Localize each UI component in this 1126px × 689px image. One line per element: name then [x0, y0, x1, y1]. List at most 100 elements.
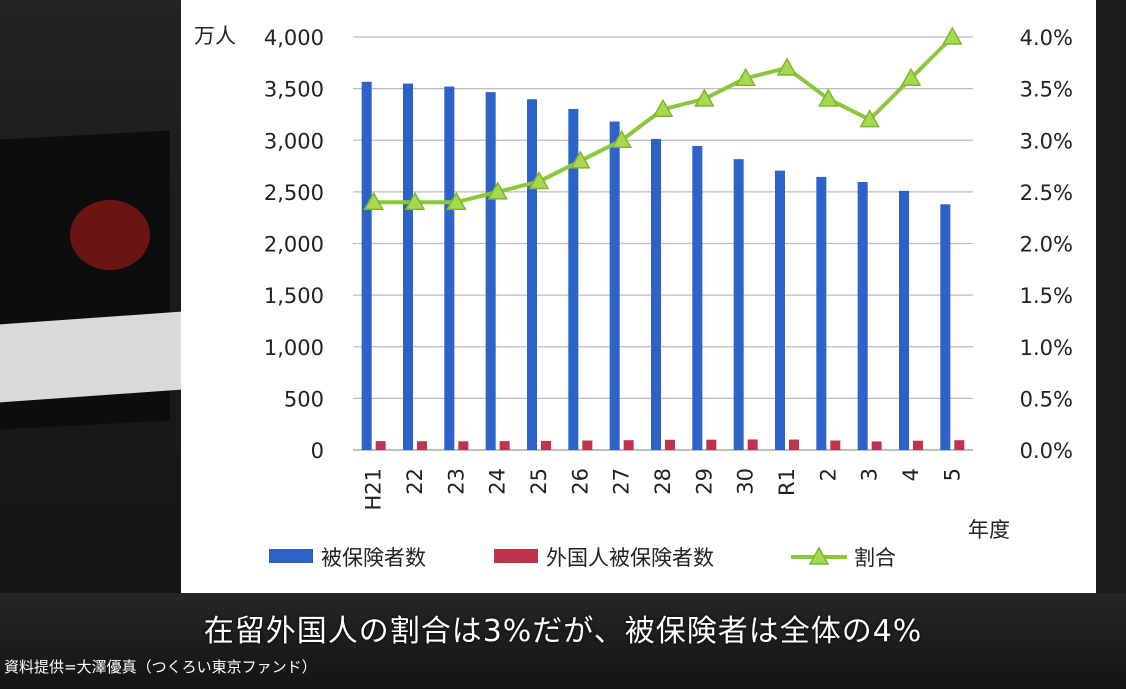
y-left-tick-label: 2,500	[264, 181, 324, 205]
bar-insured	[361, 81, 372, 451]
x-tick-label: 22	[403, 468, 427, 495]
y-right-tick-label: 4.0%	[1020, 26, 1073, 50]
ratio-marker	[611, 129, 632, 148]
bar-insured	[444, 86, 455, 450]
y-left-tick-label: 3,500	[264, 78, 324, 102]
bar-insured	[609, 121, 620, 451]
x-tick-label: 28	[651, 468, 675, 495]
bar-insured	[940, 204, 951, 450]
legend-label-insured: 被保険者数	[321, 546, 426, 570]
source-credit: 資料提供=大澤優真（つくろい東京ファンド）	[4, 658, 317, 676]
series-bars-insured	[361, 81, 951, 451]
ratio-marker	[363, 191, 384, 210]
background-banner	[0, 311, 181, 403]
y-axis-left: 0 500 1,000 1,500 2,000 2,500 3,000 3,500 4,000	[264, 26, 324, 463]
ratio-marker	[776, 57, 798, 76]
x-axis: H21 22 23 24 25 26 27 28 29 30 R1 2 3 4 5	[362, 468, 965, 511]
background-floor	[0, 593, 1126, 689]
y-right-tick-label: 3.0%	[1020, 129, 1073, 153]
bar-insured	[857, 181, 868, 450]
ratio-marker	[570, 150, 591, 169]
ratio-marker	[487, 181, 508, 200]
y-left-tick-label: 1,000	[264, 336, 324, 360]
x-tick-label: 24	[486, 468, 510, 495]
bar-foreign-insured	[789, 439, 799, 450]
bar-foreign-insured	[706, 439, 717, 450]
chart-panel: 0 500 1,000 1,500 2,000 2,500 3,000 3,500 4,000 …	[181, 0, 1096, 593]
bar-insured	[651, 138, 661, 450]
y-left-tick-label: 1,500	[264, 284, 324, 308]
x-tick-label: 23	[444, 468, 468, 495]
bar-insured	[816, 176, 827, 450]
y-right-tick-label: 2.0%	[1020, 233, 1073, 257]
bar-foreign-insured	[665, 439, 675, 450]
legend-marker-ratio	[808, 546, 830, 565]
bar-insured	[733, 159, 744, 450]
x-tick-label: R1	[775, 468, 799, 496]
x-tick-label: 2	[816, 468, 840, 481]
ratio-marker	[528, 171, 550, 190]
ratio-marker	[652, 98, 674, 118]
series-line-ratio	[363, 26, 963, 210]
bar-foreign-insured	[954, 440, 965, 450]
y-left-tick-label: 4,000	[264, 26, 324, 50]
bar-insured	[568, 108, 579, 451]
bar-insured	[692, 145, 703, 450]
y-right-tick-label: 3.5%	[1020, 78, 1073, 102]
legend-swatch-foreign-insured	[494, 549, 538, 563]
x-tick-label: 27	[610, 468, 634, 495]
ratio-marker	[735, 67, 756, 87]
y-axis-right: 0.0% 0.5% 1.0% 1.5% 2.0% 2.5% 3.0% 3.5% 4.0%	[1020, 26, 1073, 463]
bar-insured	[485, 92, 496, 450]
bar-foreign-insured	[582, 440, 593, 450]
video-subtitle: 在留外国人の割合は3%だが、被保険者は全体の4%	[203, 614, 923, 649]
bar-foreign-insured	[458, 441, 469, 450]
ratio-marker	[818, 88, 839, 107]
y-right-tick-label: 1.0%	[1020, 336, 1073, 360]
x-tick-label: 29	[692, 468, 716, 495]
x-tick-label: 3	[858, 468, 882, 481]
bar-insured	[775, 170, 785, 450]
y-axis-left-unit: 万人	[194, 24, 236, 48]
x-tick-label: H21	[362, 468, 386, 511]
legend-label-ratio: 割合	[854, 546, 896, 570]
ratio-marker	[446, 191, 467, 210]
bar-foreign-insured	[913, 440, 923, 450]
y-right-tick-label: 0.0%	[1020, 439, 1073, 463]
x-tick-label: 25	[527, 468, 551, 495]
bar-foreign-insured	[417, 441, 427, 450]
y-right-tick-label: 2.5%	[1020, 181, 1073, 205]
x-tick-label: 30	[734, 468, 758, 495]
y-left-tick-label: 2,000	[264, 233, 324, 257]
bar-foreign-insured	[541, 440, 551, 450]
bar-insured	[899, 190, 909, 450]
bar-foreign-insured	[499, 441, 510, 450]
background-sign-emblem	[70, 200, 150, 270]
x-tick-label: 26	[568, 468, 592, 495]
y-left-tick-label: 0	[311, 439, 324, 463]
bar-foreign-insured	[747, 439, 758, 450]
legend: 被保険者数 外国人被保険者数 割合	[269, 546, 896, 570]
bar-foreign-insured	[871, 441, 882, 450]
x-tick-label: 5	[940, 468, 964, 481]
bar-insured	[403, 83, 413, 451]
ratio-marker	[694, 88, 715, 107]
x-tick-label: 4	[899, 468, 923, 481]
y-right-tick-label: 1.5%	[1020, 284, 1073, 308]
combo-chart: 05001,0001,5002,0002,5003,0003,5004,000 …	[194, 24, 1073, 570]
bar-foreign-insured	[623, 440, 634, 450]
ratio-marker	[859, 109, 880, 128]
bar-foreign-insured	[375, 441, 386, 450]
ratio-marker	[404, 191, 426, 210]
ratio-marker	[900, 67, 922, 87]
legend-label-foreign-insured: 外国人被保険者数	[546, 546, 714, 570]
y-right-tick-label: 0.5%	[1020, 387, 1073, 411]
y-left-tick-label: 500	[284, 387, 324, 411]
x-axis-label: 年度	[968, 518, 1010, 542]
bar-insured	[527, 99, 537, 450]
bar-foreign-insured	[830, 440, 841, 450]
y-left-tick-label: 3,000	[264, 129, 324, 153]
legend-swatch-insured	[269, 549, 313, 563]
ratio-marker	[942, 26, 963, 45]
series-bars-foreign-insured	[375, 439, 965, 450]
